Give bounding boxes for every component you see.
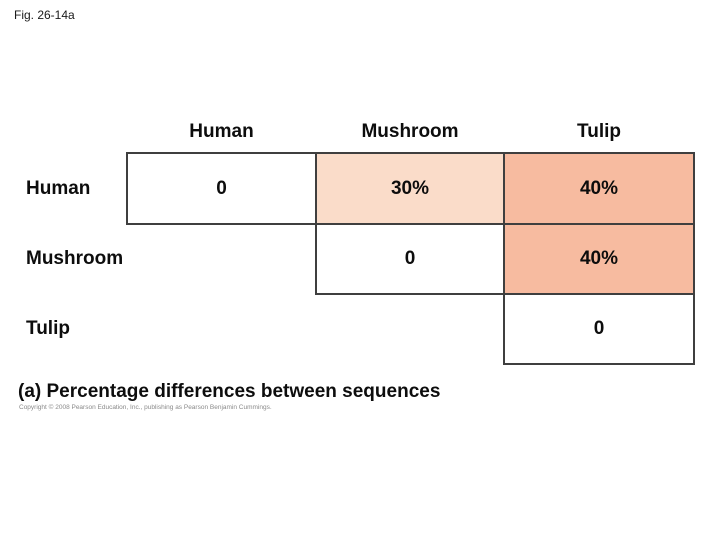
row-label-mushroom: Mushroom: [26, 248, 124, 269]
matrix-cell-human-human: 0: [126, 152, 317, 225]
figure-caption: (a) Percentage differences between seque…: [18, 381, 441, 402]
matrix-cell-human-mushroom: 30%: [315, 152, 505, 225]
matrix-cell-tulip-tulip: 0: [503, 293, 695, 365]
column-header-mushroom: Mushroom: [361, 121, 459, 142]
copyright-notice: Copyright © 2008 Pearson Education, Inc.…: [19, 404, 272, 411]
column-header-human: Human: [189, 121, 254, 142]
row-label-tulip: Tulip: [26, 318, 70, 339]
figure-number: Fig. 26-14a: [14, 8, 75, 22]
row-label-human: Human: [26, 177, 91, 199]
matrix-cell-mushroom-tulip: 40%: [503, 223, 695, 295]
matrix-cell-mushroom-mushroom: 0: [315, 223, 505, 295]
matrix-cell-human-tulip: 40%: [503, 152, 695, 225]
column-header-tulip: Tulip: [577, 121, 621, 142]
